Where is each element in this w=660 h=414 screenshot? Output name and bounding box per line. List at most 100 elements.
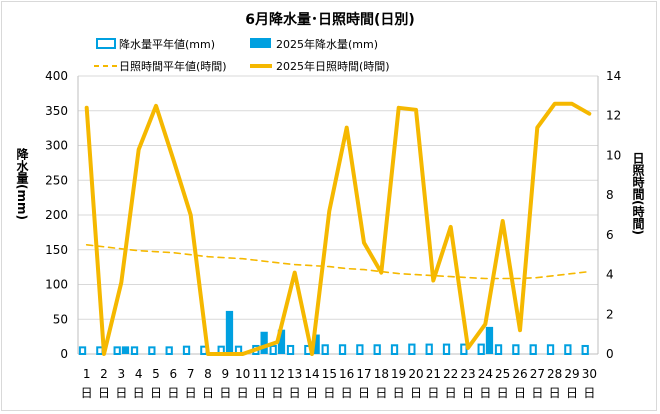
- y-left-tick-label: 250: [45, 173, 68, 187]
- x-tick-label: 27: [530, 367, 545, 381]
- x-tick-unit: 日: [306, 386, 318, 400]
- x-tick-unit: 日: [341, 386, 353, 400]
- x-tick-label: 22: [443, 367, 458, 381]
- y-left-tick-label: 400: [45, 69, 68, 83]
- y-axis-left-label: 降水量(mm): [15, 147, 29, 220]
- bar-normal-precip: [512, 344, 520, 355]
- x-tick-unit: 日: [497, 386, 509, 400]
- x-tick-unit: 日: [81, 386, 93, 400]
- x-tick-unit: 日: [583, 386, 595, 400]
- x-tick-unit: 日: [271, 386, 283, 400]
- legend-label-2025-precip: 2025年降水量(mm): [276, 37, 378, 51]
- x-tick-unit: 日: [358, 386, 370, 400]
- y-left-tick-label: 200: [45, 208, 68, 222]
- x-tick-label: 25: [495, 367, 510, 381]
- x-tick-unit: 日: [150, 386, 162, 400]
- bar-2025-precip: [277, 329, 286, 354]
- bar-normal-precip: [165, 346, 173, 356]
- x-tick-label: 15: [322, 367, 337, 381]
- y-left-tick-label: 50: [53, 312, 68, 326]
- x-tick-label: 16: [339, 367, 354, 381]
- x-tick-label: 6: [170, 367, 178, 381]
- bar-normal-precip: [546, 344, 555, 355]
- bar-normal-precip: [494, 344, 503, 355]
- y-left-tick-label: 350: [45, 104, 68, 118]
- x-tick-label: 28: [547, 367, 562, 381]
- bar-normal-precip: [356, 344, 364, 355]
- bar-normal-precip: [182, 345, 191, 356]
- y-right-tick-label: 14: [606, 69, 621, 83]
- x-tick-label: 1: [83, 367, 91, 381]
- x-tick-label: 17: [356, 367, 371, 381]
- legend: 降水量平年値(mm) 2025年降水量(mm) 日照時間平年値(時間) 2025…: [94, 37, 390, 73]
- bar-normal-precip: [130, 346, 139, 356]
- x-tick-unit: 日: [219, 386, 231, 400]
- x-tick-unit: 日: [479, 386, 491, 400]
- x-tick-unit: 日: [462, 386, 474, 400]
- x-tick-unit: 日: [254, 386, 266, 400]
- y-right-tick-label: 12: [606, 109, 621, 123]
- bar-normal-precip: [408, 343, 416, 356]
- bar-normal-precip: [581, 344, 589, 355]
- x-tick-unit: 日: [237, 386, 249, 400]
- chart-title: 6月降水量･日照時間(日別): [245, 11, 415, 28]
- bar-normal-precip: [78, 346, 87, 356]
- bar-normal-precip: [425, 343, 433, 356]
- x-tick-unit: 日: [185, 386, 197, 400]
- x-tick-unit: 日: [115, 386, 127, 400]
- bar-normal-precip: [321, 344, 329, 355]
- x-tick-label: 26: [512, 367, 527, 381]
- x-tick-unit: 日: [323, 386, 335, 400]
- bar-normal-precip: [529, 344, 537, 355]
- line-normal-sun: [85, 244, 591, 280]
- bar-normal-precip: [390, 344, 399, 355]
- x-tick-label: 13: [287, 367, 302, 381]
- bar-normal-precip: [338, 344, 347, 355]
- legend-swatch-normal-precip: [96, 38, 116, 49]
- x-tick-label: 10: [235, 367, 250, 381]
- y-left-tick-label: 300: [45, 139, 68, 153]
- y-right-tick-label: 8: [606, 188, 614, 202]
- x-tick-label: 20: [408, 367, 423, 381]
- x-tick-label: 18: [374, 367, 389, 381]
- x-tick-unit: 日: [549, 386, 561, 400]
- bar-2025-precip: [260, 331, 268, 354]
- bar-normal-precip: [442, 343, 451, 356]
- bar-normal-precip: [477, 343, 485, 356]
- bar-normal-precip: [564, 344, 572, 355]
- x-tick-label: 5: [152, 367, 160, 381]
- bar-normal-precip: [373, 344, 381, 355]
- x-tick-unit: 日: [445, 386, 457, 400]
- bar-normal-precip: [286, 344, 295, 355]
- x-tick-unit: 日: [289, 386, 301, 400]
- x-tick-unit: 日: [531, 386, 543, 400]
- x-tick-unit: 日: [410, 386, 422, 400]
- x-tick-label: 8: [204, 367, 212, 381]
- x-tick-unit: 日: [427, 386, 439, 400]
- y-axis-right-label: 日照時間(時間): [631, 152, 645, 235]
- x-tick-label: 19: [391, 367, 406, 381]
- bar-2025-precip: [225, 310, 234, 354]
- x-tick-label: 7: [187, 367, 195, 381]
- x-tick-label: 2: [100, 367, 108, 381]
- y-right-tick-label: 2: [606, 307, 614, 321]
- x-tick-unit: 日: [167, 386, 179, 400]
- x-tick-label: 14: [304, 367, 319, 381]
- y-right-tick-label: 10: [606, 148, 621, 162]
- legend-swatch-2025-precip: [250, 38, 271, 48]
- plot-area: 050100150200250300350400024681012141日2日3…: [45, 69, 621, 400]
- x-tick-label: 4: [135, 367, 143, 381]
- x-tick-label: 21: [426, 367, 441, 381]
- legend-label-2025-sun: 2025年日照時間(時間): [276, 59, 390, 73]
- x-tick-label: 24: [478, 367, 493, 381]
- legend-label-normal-precip: 降水量平年値(mm): [119, 37, 215, 51]
- x-tick-unit: 日: [375, 386, 387, 400]
- x-tick-unit: 日: [98, 386, 110, 400]
- y-left-tick-label: 150: [45, 243, 68, 257]
- x-tick-unit: 日: [133, 386, 145, 400]
- x-tick-unit: 日: [514, 386, 526, 400]
- line-2025-sun: [84, 101, 592, 356]
